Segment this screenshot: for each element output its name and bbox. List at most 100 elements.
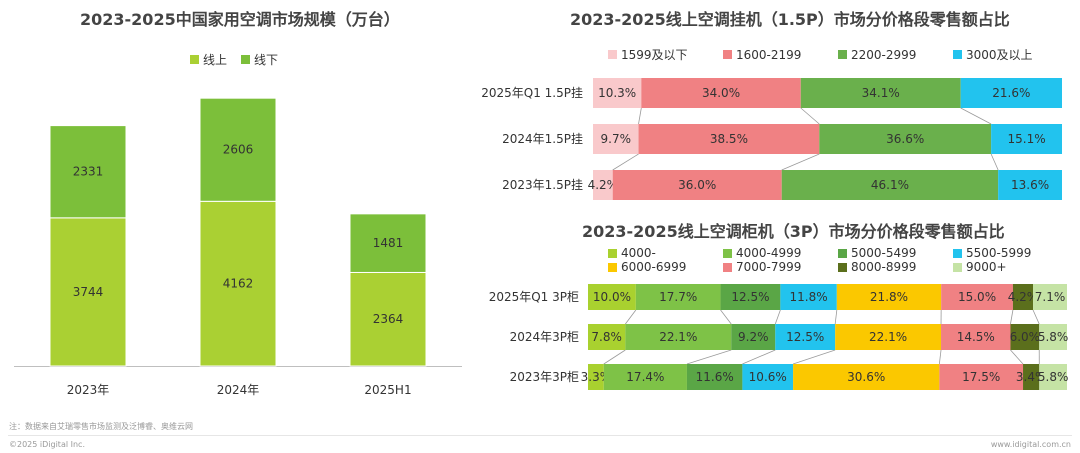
legend-label: 线下 (254, 53, 279, 67)
footer-note: 注：数据来自艾瑞零售市场监测及泛博睿、奥维云网 (9, 422, 193, 431)
chart3-legend-item: 4000- (608, 246, 723, 260)
legend-swatch (723, 262, 732, 272)
legend-label: 1599及以下 (621, 48, 688, 62)
chart2-data-label: 34.1% (862, 86, 900, 100)
chart3-bar-segment (1033, 284, 1067, 310)
chart3-row-label: 2025年Q1 3P柜 (489, 290, 579, 304)
chart2-connector-line (800, 107, 820, 125)
chart2-bar-segment (641, 78, 801, 108)
chart3-bar-segment (780, 284, 837, 310)
chart3-data-label: 4.2% (1008, 290, 1039, 304)
footer-copyright: ©2025 iDigital Inc. (9, 440, 85, 449)
chart3-data-label: 11.8% (790, 290, 828, 304)
chart3-data-label: 5.8% (1038, 370, 1069, 384)
legend-label: 7000-7999 (736, 260, 802, 274)
chart3-connector-line (1010, 349, 1024, 365)
chart3-data-label: 17.4% (626, 370, 664, 384)
chart2-bar-segment (800, 78, 961, 108)
chart3-data-label: 17.5% (962, 370, 1000, 384)
chart3-data-label: 7.1% (1035, 290, 1066, 304)
chart1-svg: 3744 2331 2023年 4162 2606 2024年 2364 1481 2025H1 (14, 97, 462, 397)
chart2-legend-item: 1600-2199 (723, 46, 838, 63)
chart1-tick-label: 2025H1 (364, 383, 411, 397)
chart3-bar-segment (1010, 324, 1040, 350)
chart3-connector-line (834, 309, 838, 325)
chart3-bar-segment (588, 284, 636, 310)
chart1-bar-segment (199, 200, 277, 367)
chart3-connector-line (603, 349, 626, 365)
chart2-row-label: 2024年1.5P挂 (502, 132, 583, 146)
legend-swatch (241, 55, 251, 64)
chart3-data-label: 17.7% (659, 290, 697, 304)
chart3-data-label: 10.6% (749, 370, 787, 384)
chart2-data-label: 38.5% (710, 132, 748, 146)
legend-label: 1600-2199 (736, 47, 802, 62)
chart3-bar-segment (588, 324, 626, 350)
chart2-bar-segment (819, 124, 992, 154)
chart2-data-label: 4.2% (588, 178, 619, 192)
chart3-bar-segment (939, 364, 1024, 390)
chart3-data-label: 7.8% (591, 330, 622, 344)
chart3-bar-segment (1023, 364, 1040, 390)
legend-label: 3000及以上 (966, 48, 1033, 62)
chart2-bar-segment (638, 124, 820, 154)
chart1-tick-label: 2023年 (67, 383, 110, 397)
legend-swatch (953, 50, 962, 59)
legend-label: 4000- (621, 246, 656, 260)
chart3-connector-line (792, 349, 836, 365)
chart3-connector-line (1032, 309, 1040, 325)
chart1-legend-item: 线上 (190, 51, 227, 68)
chart2-legend-item: 3000及以上 (953, 46, 1068, 63)
chart3-data-label: 6.0% (1010, 330, 1041, 344)
legend-label: 6000-6999 (621, 260, 687, 274)
chart3-data-label: 9.2% (738, 330, 769, 344)
chart1-data-label: 1481 (373, 236, 404, 250)
chart3-data-label: 11.6% (696, 370, 734, 384)
chart3-bar-segment (793, 364, 940, 390)
chart3-connector-line (686, 349, 732, 365)
chart2-data-label: 46.1% (871, 178, 909, 192)
chart3-row-label: 2024年3P柜 (510, 330, 579, 344)
chart2-connector-line (781, 153, 820, 171)
legend-label: 8000-8999 (851, 260, 917, 274)
chart2-bar-segment (593, 124, 639, 154)
chart3-bar-segment (635, 284, 721, 310)
chart1-tick-label: 2024年 (217, 383, 260, 397)
chart3-data-label: 21.8% (870, 290, 908, 304)
chart3-legend: 4000- 4000-4999 5000-5499 5500-5999 6000-699… (608, 246, 1068, 274)
chart3-legend-item: 6000-6999 (608, 260, 723, 274)
chart2-connector-line (990, 153, 999, 171)
footer-website: www.idigital.com.cn (990, 440, 1071, 449)
chart3-legend-item: 4000-4999 (723, 246, 838, 260)
chart3-bar-segment (588, 364, 604, 390)
chart1-legend: 线上 线下 (190, 51, 278, 68)
chart3-connector-line (625, 309, 637, 325)
chart3-connector-line (1010, 309, 1014, 325)
legend-swatch (838, 50, 847, 59)
chart3-data-label: 22.1% (659, 330, 697, 344)
chart3-data-label: 3.4% (1016, 370, 1047, 384)
legend-label: 2200-2999 (851, 47, 917, 62)
chart2-data-label: 36.0% (678, 178, 716, 192)
chart3-data-label: 3.3% (581, 370, 612, 384)
chart1-data-label: 4162 (223, 277, 254, 291)
chart3-title: 2023-2025线上空调柜机（3P）市场分价格段零售额占比 (582, 222, 1005, 241)
chart2-data-label: 34.0% (702, 86, 740, 100)
chart3-bar-segment (742, 364, 794, 390)
chart1-data-label: 2331 (73, 165, 104, 179)
chart2-bar-segment (998, 170, 1062, 200)
chart2-bar-segment (991, 124, 1062, 154)
chart2-data-label: 21.6% (992, 86, 1030, 100)
chart3-connector-line (742, 349, 776, 365)
chart3-data-label: 10.0% (593, 290, 631, 304)
chart2-row-label: 2023年1.5P挂 (502, 178, 583, 192)
chart2-title: 2023-2025线上空调挂机（1.5P）市场分价格段零售额占比 (570, 10, 1010, 29)
footer-divider (8, 435, 1072, 436)
chart2-data-label: 13.6% (1011, 178, 1049, 192)
chart2-bar-segment (960, 78, 1062, 108)
legend-swatch (953, 262, 962, 272)
legend-swatch (608, 262, 617, 272)
chart3-legend-item: 5000-5499 (838, 246, 953, 260)
legend-label: 5000-5499 (851, 246, 917, 260)
legend-swatch (838, 248, 847, 258)
